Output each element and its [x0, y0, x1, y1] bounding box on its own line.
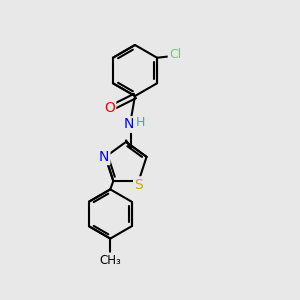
Text: H: H [135, 116, 145, 130]
Text: N: N [99, 150, 109, 164]
Text: S: S [134, 178, 143, 192]
Text: Cl: Cl [169, 48, 181, 61]
Text: O: O [104, 101, 115, 115]
Text: CH₃: CH₃ [99, 254, 121, 267]
Text: N: N [124, 118, 134, 131]
